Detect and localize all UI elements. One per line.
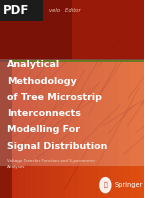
Bar xyxy=(98,59,104,198)
Bar xyxy=(0,59,11,198)
Bar xyxy=(0,59,144,166)
Bar xyxy=(58,59,65,198)
Text: Voltage Transfer Function and S-parameter: Voltage Transfer Function and S-paramete… xyxy=(7,159,96,163)
Text: Modelling For: Modelling For xyxy=(7,125,80,134)
Bar xyxy=(38,59,45,198)
Bar xyxy=(0,0,43,21)
Bar xyxy=(11,59,18,198)
Bar xyxy=(0,0,72,59)
Text: Analytical: Analytical xyxy=(7,60,60,69)
Bar xyxy=(85,59,91,198)
Bar xyxy=(0,59,144,198)
Bar xyxy=(0,59,144,62)
Circle shape xyxy=(100,178,111,193)
Bar xyxy=(91,59,98,198)
Text: Analyses: Analyses xyxy=(7,165,26,169)
Text: Ⓢ: Ⓢ xyxy=(103,182,107,188)
Text: Methodology: Methodology xyxy=(7,77,77,86)
Bar xyxy=(11,60,144,62)
Bar xyxy=(131,59,138,198)
Bar xyxy=(104,59,111,198)
Bar xyxy=(65,59,71,198)
Text: Springer: Springer xyxy=(115,182,143,188)
Bar xyxy=(71,59,78,198)
Bar xyxy=(78,59,85,198)
Bar xyxy=(31,59,38,198)
Bar xyxy=(18,59,25,198)
Bar xyxy=(118,59,124,198)
Bar xyxy=(45,59,51,198)
Text: Interconnects: Interconnects xyxy=(7,109,81,118)
Text: Signal Distribution: Signal Distribution xyxy=(7,142,108,150)
Bar xyxy=(138,59,144,198)
Text: velo   Editor: velo Editor xyxy=(49,8,81,13)
Text: of Tree Microstrip: of Tree Microstrip xyxy=(7,93,102,102)
Bar xyxy=(111,59,118,198)
Bar xyxy=(51,59,58,198)
Bar xyxy=(124,59,131,198)
Text: PDF: PDF xyxy=(3,4,29,17)
Bar xyxy=(25,59,31,198)
Bar xyxy=(72,0,144,59)
